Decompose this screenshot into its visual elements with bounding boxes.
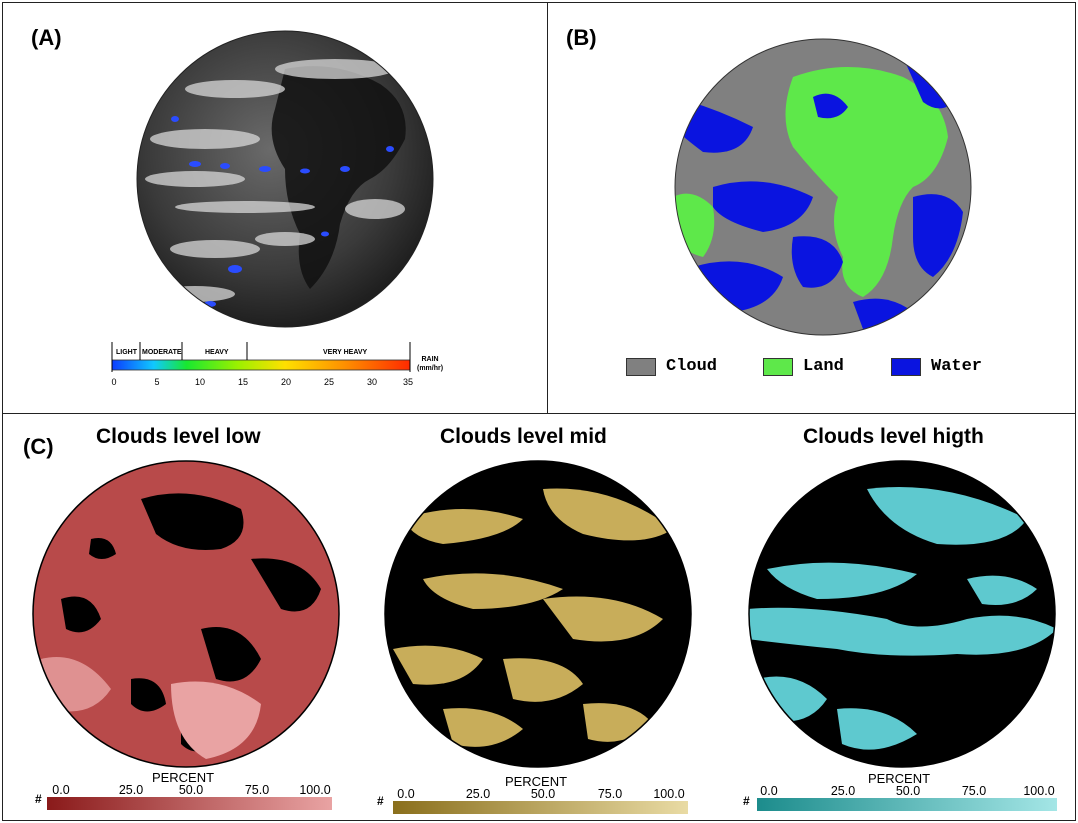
colorbar-tick-low-75: 75.0 bbox=[244, 783, 270, 797]
colorbar-tick-low-25: 25.0 bbox=[118, 783, 144, 797]
legend-item-water: Water bbox=[891, 357, 982, 376]
cloud-map-high bbox=[748, 460, 1056, 768]
rain-category-heavy: HEAVY bbox=[205, 349, 229, 356]
rain-tick-15: 15 bbox=[237, 377, 249, 387]
cloud-map-low bbox=[32, 460, 340, 768]
panel-a: (A) bbox=[2, 2, 548, 414]
satellite-image-rain bbox=[136, 30, 434, 328]
map-title-mid: Clouds level mid bbox=[440, 425, 607, 448]
rain-tick-20: 20 bbox=[280, 377, 292, 387]
rain-tick-10: 10 bbox=[194, 377, 206, 387]
colorbar-tick-mid-0: 0.0 bbox=[397, 787, 415, 801]
legend-swatch-land bbox=[763, 357, 793, 376]
colorbar-tick-mid-25: 25.0 bbox=[465, 787, 491, 801]
panel-c-tag: (C) bbox=[23, 434, 54, 459]
legend-item-cloud: Cloud bbox=[626, 357, 717, 376]
colorbar-high bbox=[757, 798, 1057, 811]
panel-b: (B) Cloud Land bbox=[547, 2, 1076, 414]
colorbar-tick-mid-100: 100.0 bbox=[653, 787, 685, 801]
surface-classification-image bbox=[674, 38, 972, 336]
colorbar-tick-high-75: 75.0 bbox=[961, 784, 987, 798]
colorbar-tick-mid-50: 50.0 bbox=[530, 787, 556, 801]
colorbar-mid bbox=[393, 801, 688, 814]
rain-category-very-heavy: VERY HEAVY bbox=[323, 349, 368, 356]
colorbar-tick-high-25: 25.0 bbox=[830, 784, 856, 798]
colorbar-title-high: PERCENT bbox=[867, 771, 931, 786]
legend-label-land: Land bbox=[803, 357, 844, 376]
map-title-high: Clouds level higth bbox=[803, 425, 984, 448]
rain-unit-line1: RAIN bbox=[421, 356, 439, 363]
legend-swatch-cloud bbox=[626, 357, 656, 376]
colorbar-tick-mid-75: 75.0 bbox=[597, 787, 623, 801]
panel-a-tag: (A) bbox=[31, 25, 62, 50]
rain-unit-label: RAIN (mm/hr) bbox=[417, 355, 443, 373]
colorbar-low bbox=[47, 797, 332, 810]
colorbar-title-low: PERCENT bbox=[151, 770, 215, 785]
colorbar-tick-low-50: 50.0 bbox=[178, 783, 204, 797]
legend-label-cloud: Cloud bbox=[666, 357, 718, 376]
colorbar-hash-mid: # bbox=[377, 794, 384, 808]
colorbar-tick-high-50: 50.0 bbox=[895, 784, 921, 798]
colorbar-tick-high-100: 100.0 bbox=[1023, 784, 1055, 798]
colorbar-title-mid: PERCENT bbox=[504, 774, 568, 789]
rain-tick-25: 25 bbox=[323, 377, 335, 387]
rain-tick-5: 5 bbox=[154, 377, 160, 387]
colorbar-tick-low-0: 0.0 bbox=[52, 783, 70, 797]
panel-c: (C) Clouds level low PERCENT # 0.0 25.0 … bbox=[2, 413, 1076, 821]
rain-tick-0: 0 bbox=[111, 377, 117, 387]
legend-label-water: Water bbox=[931, 357, 983, 376]
cloud-map-mid bbox=[384, 460, 692, 768]
colorbar-hash-low: # bbox=[35, 792, 42, 806]
rain-category-moderate: MODERATE bbox=[142, 349, 182, 356]
rain-unit-line2: (mm/hr) bbox=[417, 365, 444, 372]
colorbar-tick-low-100: 100.0 bbox=[299, 783, 331, 797]
map-title-low: Clouds level low bbox=[96, 425, 261, 448]
rain-category-light: LIGHT bbox=[116, 349, 137, 356]
rain-tick-35: 35 bbox=[402, 377, 414, 387]
panel-b-tag: (B) bbox=[566, 25, 597, 50]
rain-tick-30: 30 bbox=[366, 377, 378, 387]
rain-scale-graphic bbox=[111, 342, 411, 372]
legend-swatch-water bbox=[891, 357, 921, 376]
legend-item-land: Land bbox=[763, 357, 844, 376]
colorbar-hash-high: # bbox=[743, 794, 750, 808]
colorbar-tick-high-0: 0.0 bbox=[760, 784, 778, 798]
